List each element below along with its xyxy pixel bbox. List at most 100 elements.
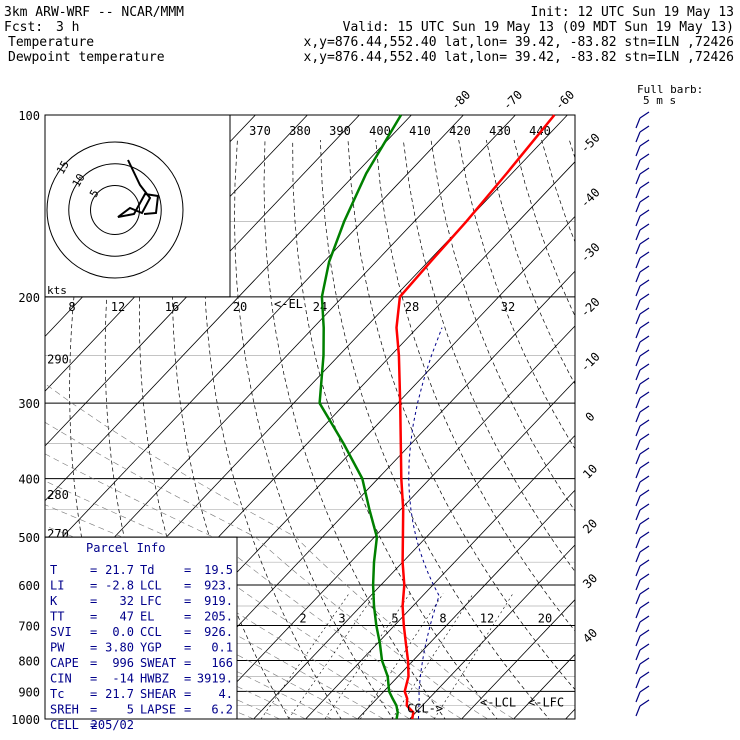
- hodograph-speed-label: 12: [111, 300, 125, 314]
- parcel-info-eq: =: [184, 656, 191, 670]
- mixing-ratio-label: 5: [391, 611, 398, 625]
- hodograph-unit: kts: [47, 284, 67, 297]
- wind-barb: [635, 215, 641, 227]
- mixing-ratio-label: 12: [480, 611, 494, 625]
- parcel-info-key: T: [50, 563, 57, 577]
- parcel-info-eq: =: [90, 579, 97, 593]
- wind-barb-flag: [639, 349, 650, 357]
- wind-barb-flag: [639, 685, 650, 693]
- parcel-info-value: 919.: [204, 594, 233, 608]
- pressure-label: 200: [18, 291, 40, 305]
- hodograph-speed-label: 16: [165, 300, 179, 314]
- dry-adiabat: [203, 139, 342, 719]
- parcel-info-value: -14: [112, 672, 134, 686]
- parcel-info-value: 996: [112, 656, 134, 670]
- wind-barb-flag: [639, 503, 650, 511]
- hodograph-ring: [90, 185, 140, 235]
- parcel-info-value: 923.: [204, 579, 233, 593]
- parcel-info-eq: =: [90, 672, 97, 686]
- wind-barb: [635, 537, 641, 549]
- parcel-info-value: 166: [211, 656, 233, 670]
- fcst-label: Fcst:: [4, 20, 43, 35]
- parcel-info-value: 205/02: [91, 718, 134, 732]
- mixing-ratio-label: 8: [439, 611, 446, 625]
- wind-barb-flag: [639, 111, 650, 119]
- parcel-info-value: 0.1: [211, 641, 233, 655]
- isotherm: [45, 115, 464, 557]
- parcel-info-box: [44, 536, 238, 720]
- parcel-info-key: CELL: [50, 718, 79, 732]
- isotherm-label: 0: [583, 409, 598, 424]
- parcel-info-eq: =: [90, 656, 97, 670]
- isotherm-label: 40: [580, 626, 600, 646]
- parcel-info-key: SWEAT: [140, 656, 176, 670]
- wind-barb: [635, 453, 641, 465]
- isotherm-label: -60: [552, 88, 577, 113]
- isotherm-label: -80: [448, 88, 473, 113]
- wind-barb: [635, 621, 641, 633]
- wind-barb-flag: [639, 629, 650, 637]
- theta-label: 390: [329, 124, 351, 138]
- wind-barb-flag: [639, 475, 650, 483]
- dry-adiabat: [402, 139, 575, 573]
- mixing-ratio-line: [360, 593, 444, 719]
- hodograph-speed-label: 8: [68, 300, 75, 314]
- parcel-info-value: 21.7: [105, 687, 134, 701]
- parcel-info-eq: =: [90, 718, 97, 732]
- theta-label: 420: [449, 124, 471, 138]
- mixing-ratio-label: 3: [338, 611, 345, 625]
- temperature-location: x,y=876.44,552.40 lat,lon= 39.42, -83.82…: [304, 35, 734, 50]
- wind-barb: [635, 355, 641, 367]
- moist-adiabat: [45, 525, 384, 719]
- parcel-info-eq: =: [184, 594, 191, 608]
- wind-barb-flag: [639, 321, 650, 329]
- theta-label: 400: [369, 124, 391, 138]
- theta-label: 380: [289, 124, 311, 138]
- wind-barb-flag: [639, 489, 650, 497]
- wind-barb-flag: [639, 405, 650, 413]
- parcel-info-key: SVI: [50, 625, 72, 639]
- wind-barb: [635, 397, 641, 409]
- temperature-legend: Temperature: [8, 35, 94, 50]
- wind-barb-flag: [639, 377, 650, 385]
- parcel-info-key: TT: [50, 610, 64, 624]
- wind-barb: [635, 705, 641, 717]
- mixing-ratio-line: [288, 593, 376, 719]
- dewpoint-legend: Dewpoint temperature: [8, 50, 165, 65]
- wind-barb-flag: [639, 307, 650, 315]
- wind-barb-flag: [639, 671, 650, 679]
- wind-barb: [635, 425, 641, 437]
- hodograph-ring-label: 10: [70, 172, 88, 190]
- dry-adiabat: [568, 139, 575, 160]
- hodograph-speed-label: 24: [313, 300, 327, 314]
- wind-barb: [635, 243, 641, 255]
- wind-barb-flag: [639, 181, 650, 189]
- isotherm: [45, 115, 360, 447]
- mixing-ratio-line: [260, 593, 350, 719]
- wind-barb-flag: [639, 293, 650, 301]
- wind-barb-flag: [639, 139, 650, 147]
- pressure-label: 600: [18, 579, 40, 593]
- theta-label: 370: [249, 124, 271, 138]
- parcel-info-eq: =: [90, 625, 97, 639]
- parcel-info-eq: =: [184, 563, 191, 577]
- parcel-info-eq: =: [184, 625, 191, 639]
- moist-adiabat: [45, 383, 514, 719]
- dry-adiabat: [652, 140, 740, 732]
- dewpoint-location: x,y=876.44,552.40 lat,lon= 39.42, -83.82…: [304, 50, 734, 65]
- isotherm-label: -50: [578, 131, 603, 156]
- parcel-info-key: Tc: [50, 687, 64, 701]
- wind-barb-flag: [639, 559, 650, 567]
- parcel-info-value: -2.8: [105, 579, 134, 593]
- wind-barb: [635, 159, 641, 171]
- wind-barb: [635, 229, 641, 241]
- parcel-info-eq: =: [90, 641, 97, 655]
- wind-barb: [635, 495, 641, 507]
- pressure-label: 800: [18, 654, 40, 668]
- isotherm: [305, 434, 575, 719]
- ccl-annotation: CCL->: [407, 702, 443, 716]
- dry-adiabat: [347, 139, 575, 691]
- theta-label: 410: [409, 124, 431, 138]
- hodograph-trace: [117, 159, 160, 218]
